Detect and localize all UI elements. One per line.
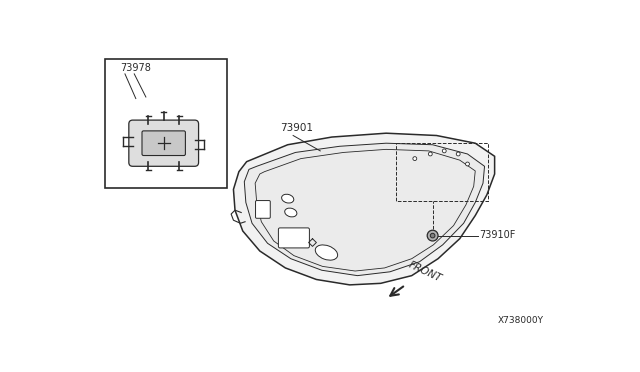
FancyBboxPatch shape: [129, 120, 198, 166]
Circle shape: [430, 233, 435, 238]
Circle shape: [413, 157, 417, 161]
Circle shape: [465, 162, 469, 166]
Bar: [105, 58, 227, 188]
Circle shape: [428, 230, 438, 241]
FancyBboxPatch shape: [278, 228, 309, 248]
Circle shape: [456, 152, 460, 156]
Polygon shape: [244, 143, 484, 276]
Circle shape: [442, 149, 446, 153]
Text: X738000Y: X738000Y: [497, 316, 543, 326]
FancyBboxPatch shape: [142, 131, 186, 155]
Circle shape: [428, 152, 432, 156]
Ellipse shape: [316, 245, 338, 260]
Bar: [396, 143, 488, 201]
Text: 73910F: 73910F: [479, 230, 515, 240]
Text: FRONT: FRONT: [407, 259, 444, 283]
FancyBboxPatch shape: [255, 201, 270, 218]
Text: 73978: 73978: [120, 63, 151, 73]
Polygon shape: [234, 133, 495, 285]
Text: 73901: 73901: [280, 123, 313, 133]
Ellipse shape: [282, 194, 294, 203]
Ellipse shape: [285, 208, 297, 217]
